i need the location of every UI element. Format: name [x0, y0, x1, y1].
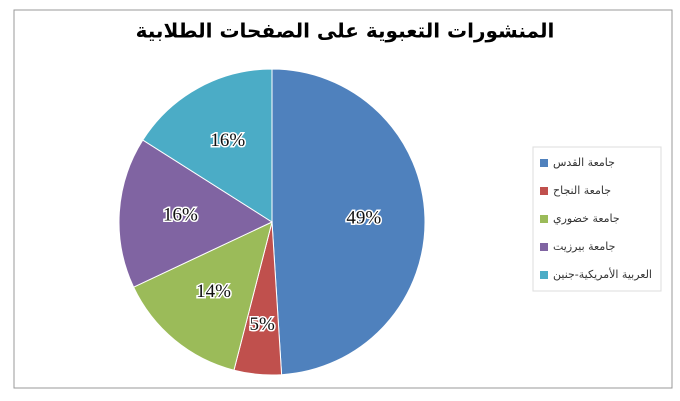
value-label: 5%: [250, 314, 276, 335]
value-label: 49%: [346, 207, 381, 228]
value-label: 16%: [163, 205, 198, 226]
value-label: 14%: [196, 281, 231, 302]
pie-slice: [271, 68, 426, 376]
value-label: 16%: [210, 130, 245, 151]
pie-slice: [132, 221, 273, 371]
legend-label: جامعة بيرزيت: [553, 240, 615, 253]
legend-swatch: [540, 187, 548, 195]
pie-slice: [142, 68, 273, 223]
legend-label: جامعة خضوري: [553, 212, 620, 225]
pie-slice: [118, 139, 274, 288]
legend-swatch: [540, 271, 548, 279]
legend-frame: [532, 146, 662, 292]
legend-swatch: [540, 215, 548, 223]
legend-swatch: [540, 243, 548, 251]
chart-title: المنشورات التعبوية على الصفحات الطلابية: [136, 19, 555, 43]
legend-swatch: [540, 159, 548, 167]
legend-label: جامعة النجاح: [553, 184, 611, 197]
legend-label: العربية الأمريكية-جنين: [553, 267, 652, 281]
legend-label: جامعة القدس: [553, 156, 615, 169]
